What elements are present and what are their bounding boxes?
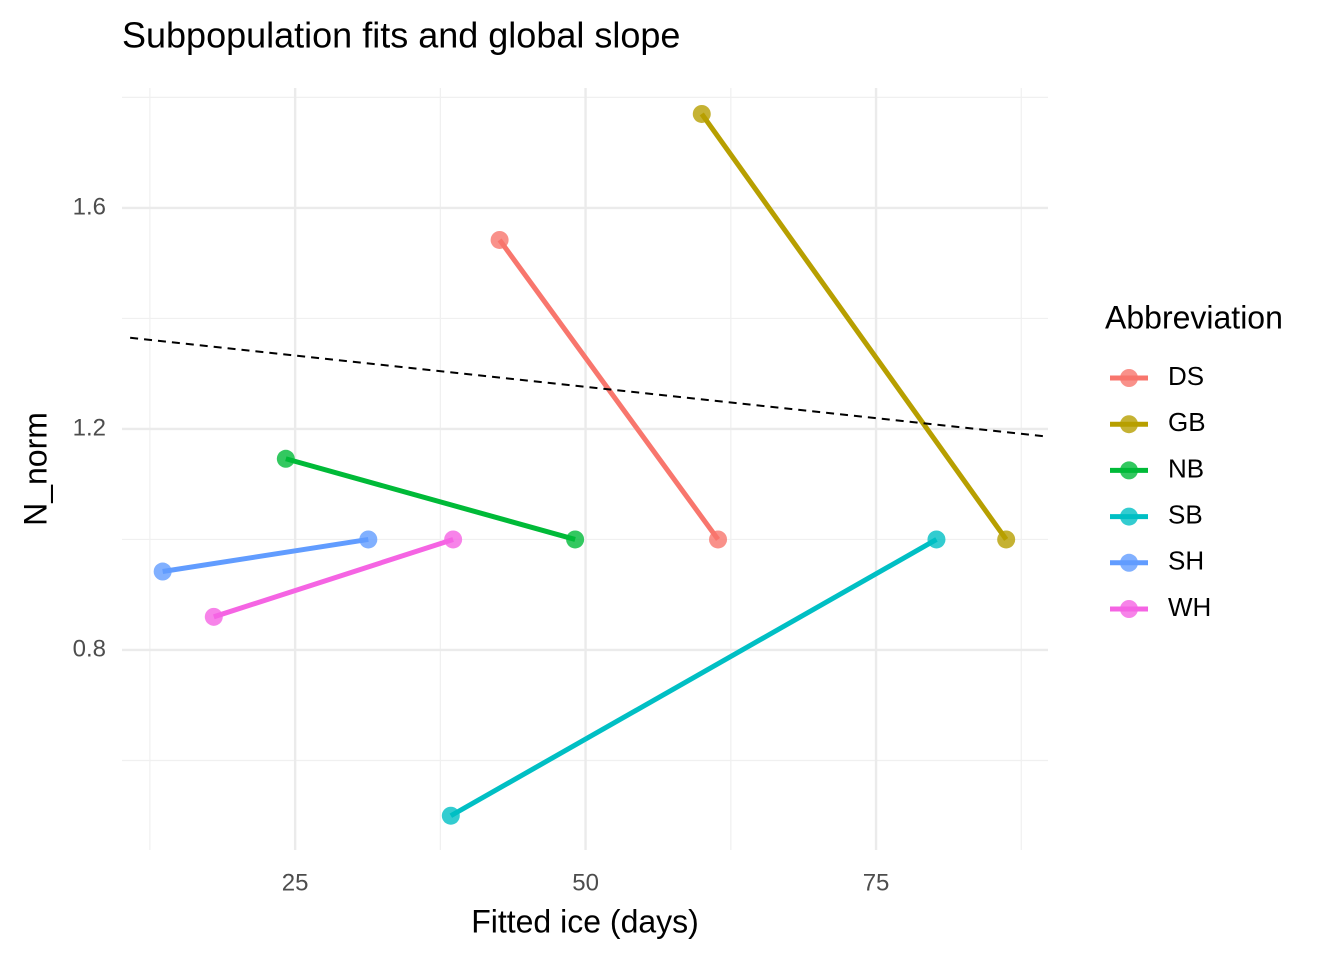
point — [927, 530, 946, 549]
legend-title: Abbreviation — [1105, 299, 1283, 335]
grid: 25 50 75 0.8 1.2 1.6 — [73, 88, 1048, 896]
plot-area — [130, 104, 1049, 825]
legend-label: DS — [1168, 361, 1204, 391]
global-slope-line — [130, 336, 1049, 438]
point — [441, 806, 460, 825]
series-line — [449, 537, 938, 818]
legend-label: GB — [1168, 407, 1206, 437]
point — [997, 530, 1016, 549]
legend-key-point — [1120, 415, 1138, 434]
series-line — [213, 537, 454, 620]
legend-key-point — [1120, 600, 1138, 618]
x-tick-label: 25 — [282, 869, 309, 896]
y-tick-label: 1.6 — [73, 193, 106, 220]
point — [709, 530, 728, 549]
legend-key-point — [1120, 553, 1138, 572]
point — [359, 530, 378, 549]
chart-title: Subpopulation fits and global slope — [122, 15, 680, 56]
y-axis-label: N_norm — [17, 412, 53, 526]
y-tick-label: 0.8 — [73, 635, 106, 662]
x-tick-label: 50 — [572, 869, 599, 896]
legend-key-point — [1120, 369, 1138, 387]
point — [490, 230, 509, 249]
legend-key-point — [1120, 461, 1138, 480]
point — [276, 449, 295, 468]
series-line — [162, 536, 369, 574]
legend: DS GB NB SB SH WH — [1110, 361, 1211, 622]
point — [204, 607, 223, 626]
x-tick-label: 75 — [863, 869, 890, 896]
series-line — [699, 112, 1009, 541]
legend-label: SH — [1168, 546, 1204, 576]
x-axis-label: Fitted ice (days) — [471, 903, 699, 939]
point — [692, 104, 711, 123]
series-line — [285, 456, 576, 542]
legend-label: WH — [1168, 592, 1211, 622]
point — [444, 530, 463, 549]
point — [153, 562, 172, 581]
y-tick-label: 1.2 — [73, 414, 106, 441]
legend-label: SB — [1168, 499, 1203, 529]
legend-label: NB — [1168, 453, 1204, 483]
point — [566, 530, 585, 549]
legend-key-point — [1120, 507, 1138, 526]
